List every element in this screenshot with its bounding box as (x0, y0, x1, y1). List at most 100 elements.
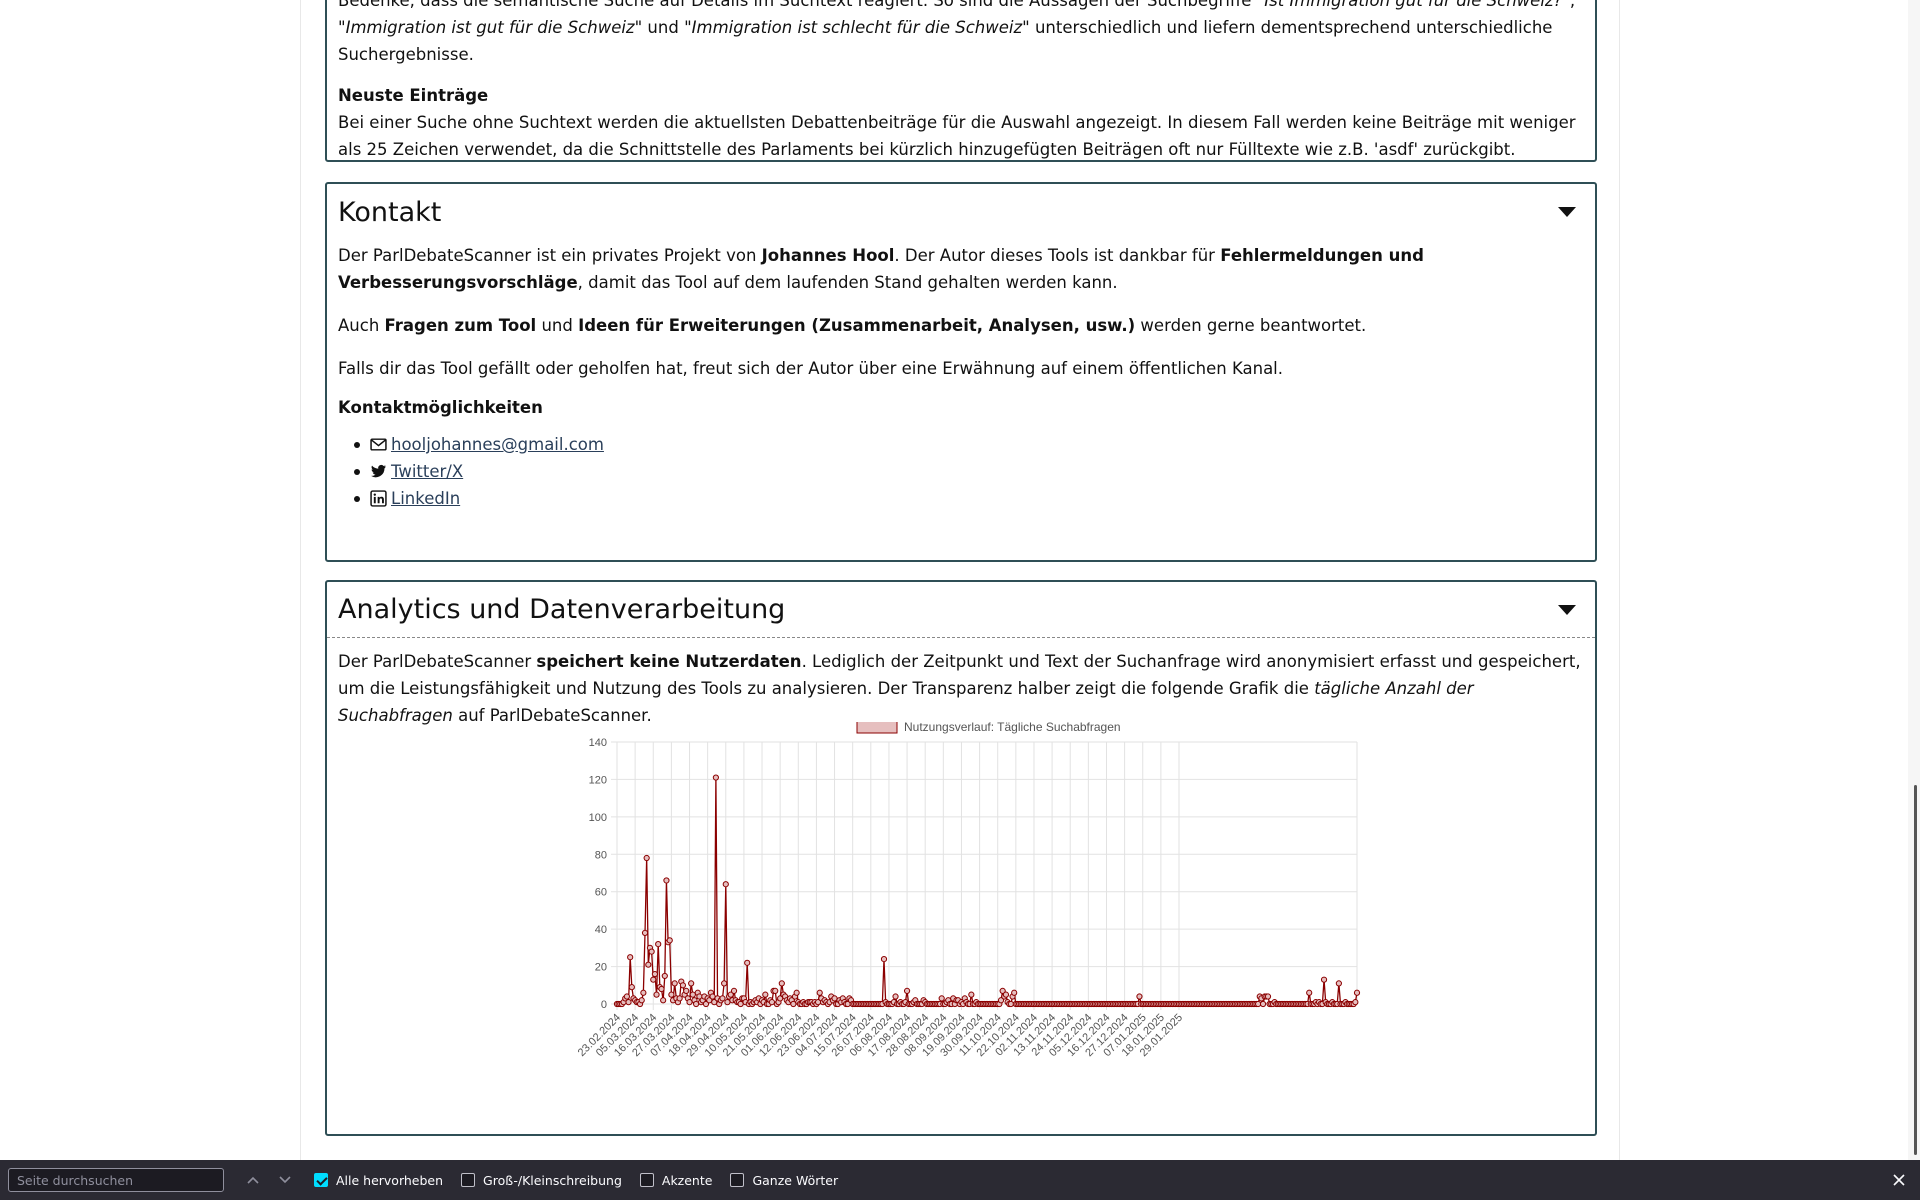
caret-down-icon[interactable] (1558, 604, 1576, 615)
data-point (1353, 989, 1361, 996)
y-tick-label: 80 (595, 849, 607, 861)
contact-paragraph-1: Der ParlDebateScanner ist ein privates P… (338, 246, 1424, 292)
data-point (1259, 1000, 1267, 1008)
data-point (689, 991, 696, 998)
analytics-title: Analytics und Datenverarbeitung (338, 594, 786, 625)
legend-label: Nutzungsverlauf: Tägliche Suchabfragen (904, 722, 1121, 734)
data-point (719, 995, 726, 1002)
data-point (668, 991, 675, 998)
find-next-button[interactable] (270, 1165, 300, 1195)
y-tick-label: 60 (595, 887, 607, 899)
contact-options-heading: Kontaktmöglichkeiten (338, 398, 543, 417)
linkedin-link[interactable]: LinkedIn (370, 485, 460, 512)
analytics-paragraph: Der ParlDebateScanner speichert keine Nu… (338, 652, 1581, 725)
match-case-checkbox[interactable]: Groß-/Kleinschreibung (461, 1173, 622, 1188)
find-bar: Alle hervorheben Groß-/Kleinschreibung A… (0, 1160, 1920, 1200)
data-point (627, 954, 634, 961)
contact-panel-header[interactable]: Kontakt (327, 184, 1595, 240)
contact-paragraph-2: Auch Fragen zum Tool und Ideen für Erwei… (338, 316, 1367, 335)
caret-down-icon[interactable] (1558, 207, 1576, 217)
data-point (1002, 991, 1010, 998)
find-input[interactable] (8, 1168, 224, 1192)
checkbox-checked[interactable] (314, 1173, 328, 1187)
list-item: hooljohannes@gmail.com (354, 431, 1584, 458)
data-point (1136, 993, 1143, 1000)
data-point (793, 989, 800, 996)
list-item: LinkedIn (354, 485, 1584, 512)
email-link[interactable]: hooljohannes@gmail.com (370, 431, 604, 458)
y-tick-label: 40 (595, 924, 607, 936)
data-point (997, 997, 1005, 1004)
data-point (737, 1000, 744, 1008)
twitter-icon (371, 464, 386, 478)
data-point (816, 989, 823, 996)
bullet (354, 468, 360, 475)
latest-entries-heading: Neuste Einträge (338, 86, 489, 105)
data-point (1320, 976, 1328, 983)
scrollbar-thumb[interactable] (1914, 785, 1917, 1155)
data-point (892, 993, 899, 1000)
data-point (660, 997, 667, 1004)
close-icon (1893, 1174, 1905, 1186)
data-point (679, 982, 687, 989)
data-point (903, 987, 911, 994)
twitter-link[interactable]: Twitter/X (370, 458, 463, 485)
contact-links-list: hooljohannes@gmail.com Twitter/X LinkedI… (338, 431, 1584, 512)
match-diacritics-checkbox[interactable]: Akzente (639, 1173, 712, 1188)
data-point (658, 985, 665, 993)
linkedin-icon (370, 490, 387, 507)
highlight-all-checkbox[interactable]: Alle hervorheben (314, 1173, 443, 1188)
data-point (727, 991, 734, 998)
usage-chart: 02040608010012014023.02.202405.03.202416… (576, 722, 1361, 1059)
y-tick-label: 0 (601, 999, 607, 1011)
y-tick-label: 20 (595, 962, 607, 974)
data-point (651, 970, 659, 978)
scrollbar[interactable] (1908, 0, 1920, 1160)
data-point (640, 989, 647, 996)
data-point (625, 999, 632, 1006)
data-point (645, 961, 652, 968)
chevron-down-icon (279, 1176, 291, 1184)
data-point (778, 980, 785, 987)
checkbox[interactable] (461, 1173, 476, 1187)
data-point (712, 774, 719, 781)
data-point (938, 995, 945, 1002)
data-point (880, 955, 888, 963)
mail-icon (370, 438, 387, 451)
data-point (628, 984, 635, 991)
data-point (688, 980, 695, 987)
bullet (354, 441, 360, 448)
data-point (702, 1000, 710, 1008)
y-tick-label: 140 (589, 737, 607, 749)
data-point (653, 991, 660, 998)
data-point (650, 976, 657, 983)
latest-entries-text: Bei einer Suche ohne Suchtext werden die… (338, 113, 1576, 159)
find-close-button[interactable] (1888, 1169, 1910, 1191)
data-point (655, 941, 662, 948)
data-point (671, 980, 678, 987)
checkbox[interactable] (639, 1173, 654, 1187)
contact-title: Kontakt (338, 196, 442, 228)
data-point (1264, 993, 1272, 1000)
analytics-panel: Analytics und Datenverarbeitung Der Parl… (325, 580, 1597, 1136)
data-point (1335, 980, 1342, 987)
data-point (762, 991, 769, 998)
data-point (648, 948, 655, 955)
whole-words-checkbox[interactable]: Ganze Wörter (730, 1173, 838, 1188)
data-point (721, 980, 728, 987)
data-point (724, 999, 731, 1006)
find-previous-button[interactable] (238, 1165, 268, 1195)
data-point (1306, 989, 1313, 996)
data-point (730, 987, 738, 994)
contact-paragraph-3: Falls dir das Tool gefällt oder geholfen… (338, 359, 1284, 378)
list-item: Twitter/X (354, 458, 1584, 485)
legend-swatch (856, 722, 898, 734)
checkbox[interactable] (730, 1173, 745, 1187)
data-point (768, 999, 776, 1006)
analytics-panel-header[interactable]: Analytics und Datenverarbeitung (327, 582, 1595, 638)
series-line (617, 777, 1358, 1007)
data-point (831, 995, 838, 1002)
data-point (683, 987, 690, 994)
data-point (968, 991, 975, 998)
about-panel: Bedenke, dass die semantische Suche auf … (325, 0, 1597, 162)
